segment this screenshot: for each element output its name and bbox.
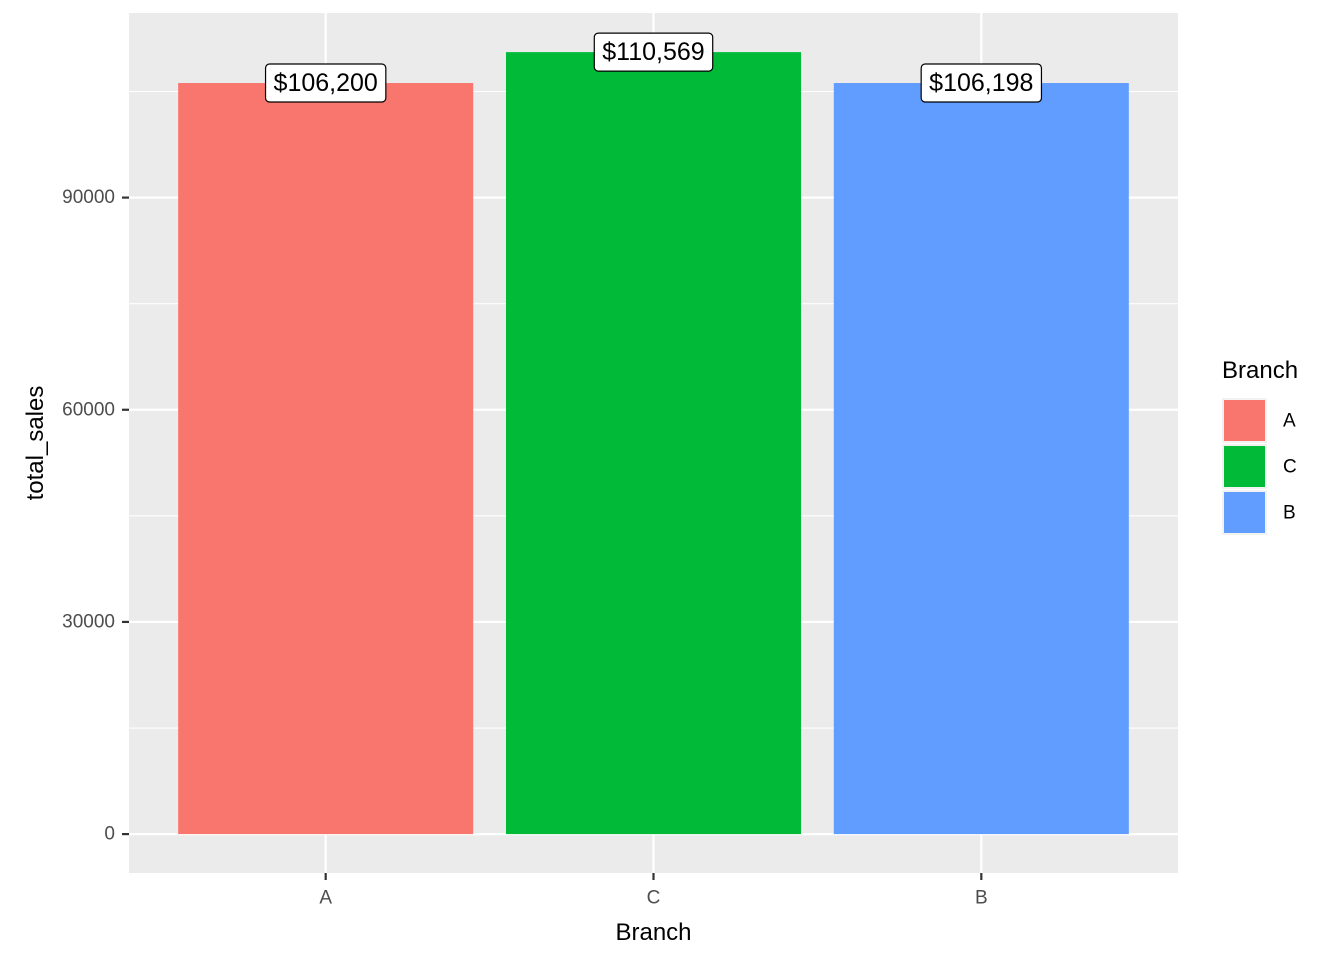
y-tick-label: 90000 [62, 187, 115, 208]
legend-label: B [1283, 503, 1296, 524]
data-label: $106,200 [264, 63, 387, 103]
bar-a [178, 83, 474, 835]
y-axis: 0 30000 60000 90000 [62, 187, 129, 845]
legend-label: C [1283, 457, 1297, 478]
legend-swatch [1224, 400, 1265, 441]
data-label-text: $106,198 [929, 69, 1033, 97]
y-tick-label: 60000 [62, 399, 115, 420]
data-label-box [920, 63, 1043, 103]
legend: Branch A C B [1222, 357, 1298, 535]
x-tick-label: C [647, 888, 661, 909]
x-axis-title: Branch [615, 919, 691, 946]
x-tick-label: B [975, 888, 988, 909]
data-label: $110,569 [593, 32, 714, 72]
x-tick-label: A [319, 888, 332, 909]
y-tick-label: 0 [104, 824, 115, 845]
bar-c [505, 52, 802, 835]
bar-b [833, 83, 1129, 835]
legend-label: A [1283, 411, 1296, 432]
y-axis-title: total_sales [22, 386, 49, 501]
bars [178, 52, 1129, 835]
data-label-text: $110,569 [602, 38, 704, 66]
legend-title: Branch [1222, 357, 1298, 384]
legend-swatch [1224, 492, 1265, 533]
legend-swatch [1224, 446, 1265, 487]
legend-items: A C B [1222, 398, 1297, 535]
data-label: $106,198 [920, 63, 1043, 103]
data-label-text: $106,200 [274, 69, 378, 97]
y-tick-label: 30000 [62, 611, 115, 632]
data-labels: $106,200 $110,569 $106,198 [264, 32, 1043, 103]
data-label-box [264, 63, 387, 103]
data-label-box [593, 32, 714, 72]
